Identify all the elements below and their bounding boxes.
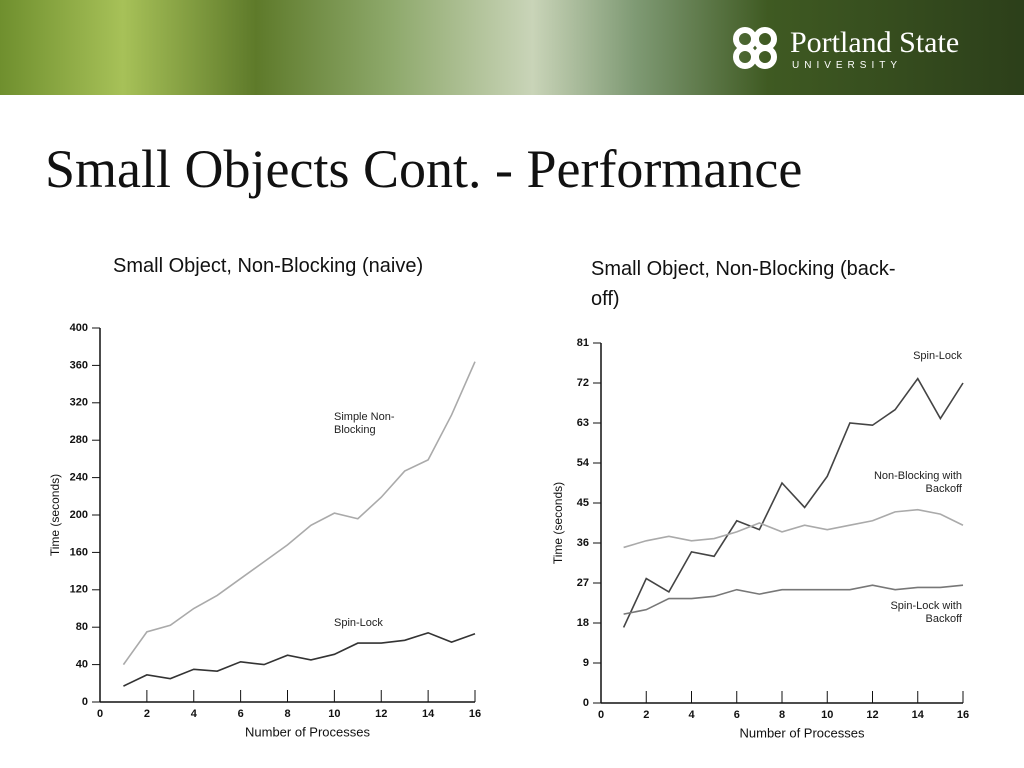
y-tick-label: 80 bbox=[76, 621, 88, 633]
y-tick-label: 36 bbox=[577, 537, 589, 549]
series-label: Simple Non-Blocking bbox=[334, 411, 395, 436]
y-tick-label: 40 bbox=[76, 659, 88, 671]
x-tick-label: 12 bbox=[866, 709, 878, 721]
series-line bbox=[123, 631, 476, 687]
logo-subtitle: UNIVERSITY bbox=[792, 60, 903, 71]
y-tick-label: 63 bbox=[577, 417, 589, 429]
x-tick-label: 8 bbox=[284, 708, 290, 720]
x-tick-label: 8 bbox=[779, 709, 785, 721]
x-axis-label: Number of Processes bbox=[245, 724, 370, 739]
series-line bbox=[622, 377, 964, 628]
y-axis-label: Time (seconds) bbox=[551, 482, 565, 564]
x-tick-label: 4 bbox=[191, 708, 198, 720]
x-tick-label: 16 bbox=[469, 708, 481, 720]
logo-icon bbox=[733, 27, 777, 69]
x-tick-label: 14 bbox=[422, 708, 435, 720]
x-tick-label: 14 bbox=[912, 709, 925, 721]
x-tick-label: 2 bbox=[643, 709, 649, 721]
y-tick-label: 120 bbox=[70, 584, 88, 596]
series-line bbox=[623, 508, 964, 549]
y-tick-label: 200 bbox=[70, 509, 88, 521]
x-tick-label: 6 bbox=[238, 708, 244, 720]
x-tick-label: 2 bbox=[144, 708, 150, 720]
y-tick-label: 240 bbox=[70, 472, 88, 484]
y-tick-label: 27 bbox=[577, 577, 589, 589]
x-tick-label: 0 bbox=[97, 708, 103, 720]
series-label: Non-Blocking with Backoff bbox=[873, 470, 962, 495]
x-tick-label: 10 bbox=[328, 708, 340, 720]
x-tick-label: 12 bbox=[375, 708, 387, 720]
y-tick-label: 81 bbox=[577, 337, 589, 349]
logo-name: Portland State bbox=[790, 26, 960, 59]
x-axis-label: Number of Processes bbox=[740, 725, 865, 740]
series-label: Spin-Lock with Backoff bbox=[890, 600, 962, 625]
y-axis-label: Time (seconds) bbox=[48, 474, 62, 556]
slide-title: Small Objects Cont. - Performance bbox=[45, 139, 803, 199]
series-line bbox=[623, 584, 964, 615]
y-tick-label: 72 bbox=[577, 377, 589, 389]
x-tick-label: 10 bbox=[821, 709, 833, 721]
y-tick-label: 54 bbox=[577, 457, 590, 469]
series-label: Spin-Lock bbox=[334, 617, 383, 629]
y-tick-label: 45 bbox=[577, 497, 589, 509]
y-tick-label: 0 bbox=[82, 696, 88, 708]
series-line bbox=[122, 361, 476, 666]
y-tick-label: 320 bbox=[70, 397, 88, 409]
y-tick-label: 400 bbox=[70, 322, 88, 334]
y-tick-label: 18 bbox=[577, 617, 589, 629]
y-tick-label: 0 bbox=[583, 697, 589, 709]
x-tick-label: 0 bbox=[598, 709, 604, 721]
y-tick-label: 9 bbox=[583, 657, 589, 669]
y-tick-label: 360 bbox=[70, 359, 88, 371]
y-tick-label: 280 bbox=[70, 434, 88, 446]
x-tick-label: 6 bbox=[734, 709, 740, 721]
x-tick-label: 4 bbox=[688, 709, 695, 721]
chart-title: Small Object, Non-Blocking (naive) bbox=[113, 255, 424, 277]
y-tick-label: 160 bbox=[70, 546, 88, 558]
chart-title: Small Object, Non-Blocking (back-off) bbox=[591, 258, 896, 310]
banner bbox=[0, 0, 1024, 95]
series-label: Spin-Lock bbox=[913, 350, 962, 362]
x-tick-label: 16 bbox=[957, 709, 969, 721]
